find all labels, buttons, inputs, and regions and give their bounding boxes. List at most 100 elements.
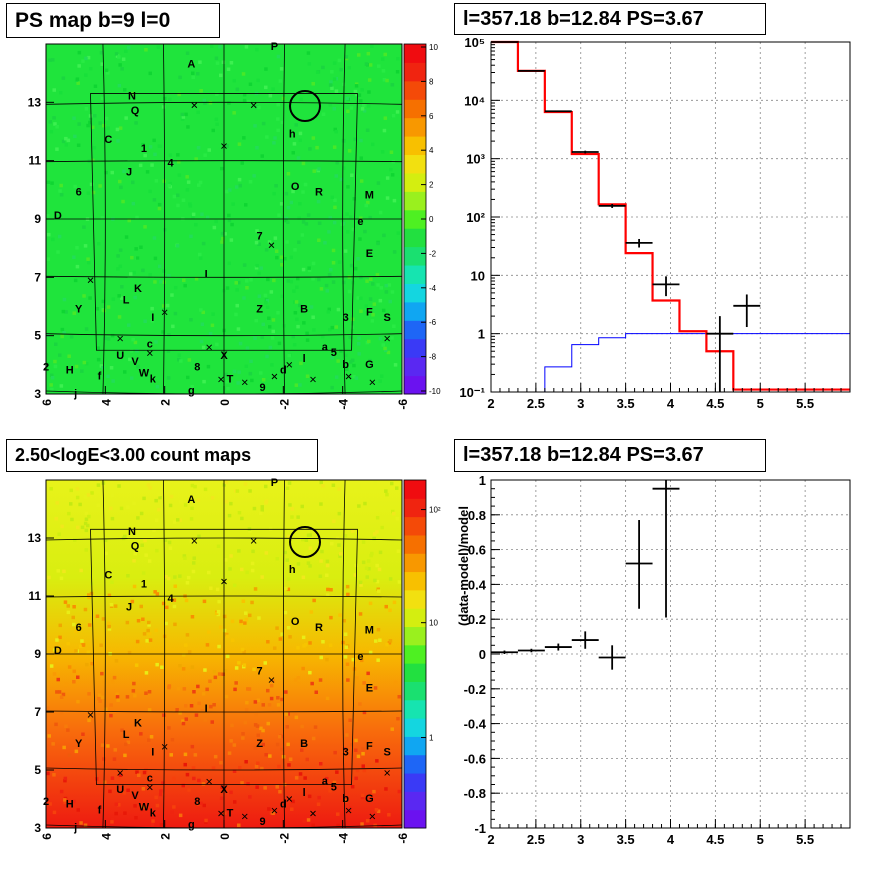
map2-colorbar-band — [404, 736, 426, 756]
map1-noise-pixel — [352, 197, 356, 201]
map2-noise-pixel — [100, 743, 105, 747]
map1-noise-pixel — [277, 341, 282, 346]
map1-noise-pixel — [378, 298, 383, 303]
map2-noise-pixel — [147, 738, 151, 742]
map1-noise-pixel — [237, 280, 241, 285]
map2-noise-pixel — [248, 613, 252, 618]
map2-noise-pixel — [70, 517, 74, 522]
spectrum-x-tick-label: 5.5 — [796, 396, 814, 411]
map1-colorbar-band — [404, 44, 426, 63]
map1-noise-pixel — [385, 176, 390, 180]
map1-source-label: T — [227, 373, 234, 385]
map1-noise-pixel — [104, 68, 109, 73]
map2-noise-pixel — [241, 599, 246, 603]
map2-noise-pixel — [190, 506, 194, 510]
map2-noise-pixel — [286, 534, 291, 539]
map1-noise-pixel — [194, 277, 199, 281]
map2-colorbar-band — [404, 534, 426, 554]
map2-noise-pixel — [365, 819, 370, 823]
map1-noise-pixel — [306, 213, 311, 217]
map2-colorbar-label: 10² — [429, 506, 441, 515]
map1-noise-pixel — [117, 315, 122, 319]
map1-noise-pixel — [64, 310, 68, 314]
map2-noise-pixel — [385, 492, 389, 497]
map2-noise-pixel — [185, 772, 190, 777]
map2-noise-pixel — [260, 575, 264, 579]
map2-noise-pixel — [199, 801, 203, 806]
map2-noise-pixel — [74, 649, 78, 653]
map2-source-label: 3 — [343, 747, 349, 759]
map1-noise-pixel — [334, 375, 339, 379]
map2-noise-pixel — [215, 587, 220, 592]
residual-data-point — [652, 480, 680, 618]
map2-noise-pixel — [72, 605, 76, 609]
map1-source-label: C — [104, 134, 112, 146]
map1-noise-pixel — [188, 204, 193, 208]
map1-noise-pixel — [199, 308, 203, 312]
map1-noise-pixel — [232, 78, 236, 83]
map2-cross-marker — [241, 813, 248, 820]
map2-noise-pixel — [184, 717, 188, 721]
map2-noise-pixel — [385, 642, 389, 647]
map1-noise-pixel — [92, 146, 97, 150]
spectrum-background-line — [544, 333, 850, 392]
map2-cross-marker — [87, 712, 94, 718]
map1-noise-pixel — [124, 235, 129, 239]
map1-noise-pixel — [75, 77, 80, 81]
map2-noise-pixel — [260, 766, 264, 771]
map1-noise-pixel — [234, 185, 239, 189]
map2-noise-pixel — [360, 822, 364, 826]
spectrum-y-tick-label: 10⁻¹ — [459, 385, 485, 400]
map1-noise-pixel — [150, 319, 155, 323]
map1-noise-pixel — [291, 151, 295, 155]
map2-colorbar-band — [404, 718, 426, 737]
map1-noise-pixel — [99, 51, 104, 55]
map1-x-tick-label: -4 — [337, 399, 351, 410]
map1-noise-pixel — [111, 297, 116, 301]
map1-noise-pixel — [305, 374, 310, 378]
map2-noise-pixel — [264, 501, 268, 505]
map1-noise-pixel — [84, 362, 89, 366]
map2-noise-pixel — [355, 768, 360, 773]
map2-noise-pixel — [235, 489, 240, 493]
map1-noise-pixel — [49, 383, 53, 387]
map2-noise-pixel — [375, 759, 379, 763]
map1-noise-pixel — [181, 115, 186, 119]
map2-noise-pixel — [49, 487, 53, 491]
map1-noise-pixel — [324, 283, 329, 288]
map1-noise-pixel — [167, 183, 171, 188]
map1-noise-pixel — [185, 188, 190, 192]
map2-noise-pixel — [185, 633, 190, 637]
map1-noise-pixel — [153, 256, 158, 261]
map2-noise-pixel — [296, 676, 301, 680]
map2-noise-pixel — [358, 702, 362, 706]
map2-noise-pixel — [244, 708, 249, 712]
map1-noise-pixel — [371, 282, 375, 286]
map2-colorbar-band — [404, 626, 426, 646]
map2-noise-pixel — [87, 718, 91, 723]
map1-x-tick-label: -2 — [277, 399, 291, 410]
map2-noise-pixel — [124, 742, 128, 747]
map1-noise-pixel — [114, 52, 119, 56]
map2-noise-pixel — [275, 785, 279, 789]
map1-noise-pixel — [152, 236, 157, 240]
map1-noise-pixel — [312, 169, 316, 173]
map1-noise-pixel — [143, 319, 147, 323]
map2-noise-pixel — [119, 506, 124, 511]
map1-noise-pixel — [276, 54, 281, 59]
map2-noise-pixel — [173, 584, 177, 588]
map2-noise-pixel — [360, 658, 364, 663]
map1-noise-pixel — [334, 174, 338, 178]
map1-noise-pixel — [296, 156, 301, 160]
map1-noise-pixel — [328, 327, 332, 332]
map1-colorbar-band — [404, 283, 426, 303]
map1-noise-pixel — [353, 266, 358, 271]
map1-noise-pixel — [370, 44, 374, 48]
map2-noise-pixel — [60, 524, 64, 529]
map1-noise-pixel — [75, 246, 79, 250]
map1-noise-pixel — [245, 279, 249, 283]
map2-x-tick-label: 2 — [159, 833, 173, 840]
map1-noise-pixel — [386, 350, 391, 355]
map1-y-tick-label: 3 — [34, 387, 41, 401]
